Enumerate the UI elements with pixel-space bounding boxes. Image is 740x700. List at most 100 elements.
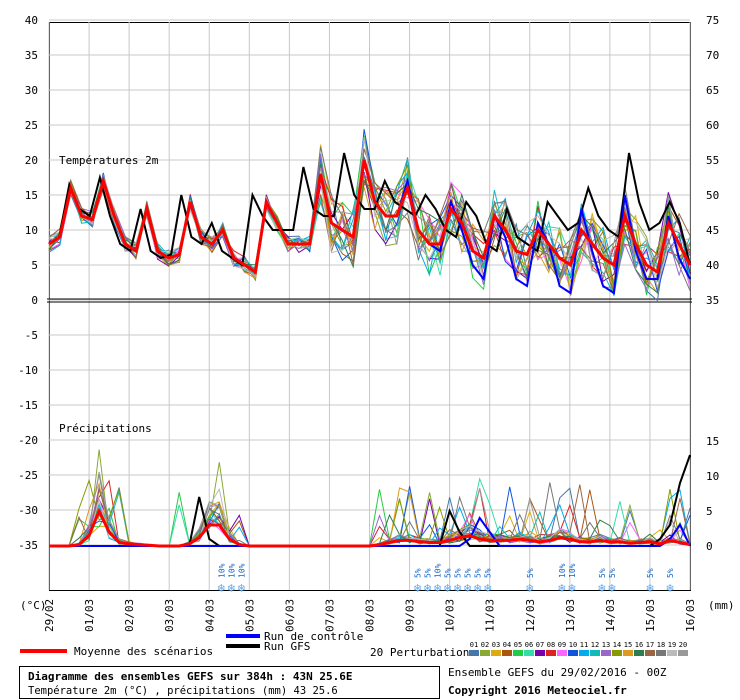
snowflake-icon: ❄ bbox=[567, 582, 576, 595]
perturbation-swatch bbox=[612, 650, 622, 656]
left-tick-label: -30 bbox=[18, 504, 38, 517]
left-tick-label: 0 bbox=[31, 294, 38, 307]
left-tick-label: 30 bbox=[25, 84, 38, 97]
temp-section-label: Températures 2m bbox=[59, 154, 159, 167]
snow-probability-label: 5% bbox=[464, 568, 473, 578]
snow-probability-label: 5% bbox=[666, 568, 675, 578]
snowflake-icon: ❄ bbox=[597, 582, 606, 595]
perturbation-swatch bbox=[645, 650, 655, 656]
left-tick-label: -25 bbox=[18, 469, 38, 482]
perturbation-swatch bbox=[469, 650, 479, 656]
right-tick-label: 50 bbox=[706, 189, 719, 202]
snow-probability-label: 5% bbox=[608, 568, 617, 578]
x-tick-label: 03/03 bbox=[163, 599, 176, 632]
perturbation-swatch bbox=[601, 650, 611, 656]
legend-perturbations-label: 20 Perturbations bbox=[370, 646, 476, 659]
perturbation-number: 06 bbox=[525, 641, 533, 649]
x-tick-label: 15/03 bbox=[644, 599, 657, 632]
left-axis-unit: (°C) bbox=[20, 599, 47, 612]
left-tick-label: -5 bbox=[25, 329, 38, 342]
snowflake-icon: ❄ bbox=[227, 582, 236, 595]
x-tick-label: 07/03 bbox=[323, 599, 336, 632]
right-tick-label: 35 bbox=[706, 294, 719, 307]
perturbation-swatch bbox=[656, 650, 666, 656]
snowflake-icon: ❄ bbox=[463, 582, 472, 595]
left-tick-label: 10 bbox=[25, 224, 38, 237]
left-tick-label: -10 bbox=[18, 364, 38, 377]
perturbation-swatch bbox=[524, 650, 534, 656]
x-tick-label: 04/03 bbox=[203, 599, 216, 632]
perturbation-number: 11 bbox=[580, 641, 588, 649]
left-axis-ticks: 40 35 30 25 20 15 10 5 0 -5 -10 -15 -20 -25 -30 -35 bbox=[18, 14, 38, 552]
left-tick-label: 25 bbox=[25, 119, 38, 132]
left-tick-label: 20 bbox=[25, 154, 38, 167]
snow-probability-label: 5% bbox=[646, 568, 655, 578]
perturbation-swatch bbox=[557, 650, 567, 656]
mean-precip-line bbox=[49, 507, 691, 548]
snowflake-icon: ❄ bbox=[413, 582, 422, 595]
left-tick-label: 35 bbox=[25, 49, 38, 62]
perturbation-swatch bbox=[502, 650, 512, 656]
perturbation-swatch bbox=[491, 650, 501, 656]
snow-probability-label: 10% bbox=[434, 563, 443, 578]
snow-probability-label: 10% bbox=[227, 563, 236, 578]
perturbation-number: 09 bbox=[558, 641, 566, 649]
grid bbox=[47, 19, 692, 591]
snow-probability-label: 10% bbox=[558, 563, 567, 578]
perturbation-number: 10 bbox=[569, 641, 577, 649]
right-tick-label: 15 bbox=[706, 435, 719, 448]
perturbation-swatch bbox=[678, 650, 688, 656]
snow-probability-label: 5% bbox=[444, 568, 453, 578]
perturbation-swatch bbox=[546, 650, 556, 656]
x-tick-label: 05/03 bbox=[243, 599, 256, 632]
perturbation-number: 20 bbox=[679, 641, 687, 649]
snowflake-icon: ❄ bbox=[607, 582, 616, 595]
legend-gfs-label: Run GFS bbox=[264, 640, 310, 653]
footer-run: Ensemble GEFS du 29/02/2016 - 00Z bbox=[448, 666, 667, 679]
snowflake-icon: ❄ bbox=[473, 582, 482, 595]
snowflake-icon: ❄ bbox=[423, 582, 432, 595]
perturbation-swatch bbox=[667, 650, 677, 656]
right-tick-label: 40 bbox=[706, 259, 719, 272]
snow-probability-label: 5% bbox=[526, 568, 535, 578]
perturbation-number: 05 bbox=[514, 641, 522, 649]
right-tick-label: 60 bbox=[706, 119, 719, 132]
snow-probability-label: 10% bbox=[568, 563, 577, 578]
right-tick-label: 55 bbox=[706, 154, 719, 167]
x-tick-label: 14/03 bbox=[604, 599, 617, 632]
perturbation-legend: 01 02 03 04 05 06 07 08 09 10 11 12 13 14 15 16 17 18 19 20 bbox=[469, 641, 688, 656]
left-tick-label: -15 bbox=[18, 399, 38, 412]
snowflake-icon: ❄ bbox=[453, 582, 462, 595]
perturbation-swatch bbox=[513, 650, 523, 656]
perturbation-swatch bbox=[480, 650, 490, 656]
perturbation-number: 01 bbox=[470, 641, 478, 649]
perturbation-number: 14 bbox=[613, 641, 621, 649]
left-tick-label: -35 bbox=[18, 539, 38, 552]
legend-mean-label: Moyenne des scénarios bbox=[74, 645, 213, 658]
right-tick-label: 65 bbox=[706, 84, 719, 97]
mean-temp-line bbox=[48, 159, 692, 275]
right-tick-label: 0 bbox=[706, 540, 713, 553]
perturbation-number: 04 bbox=[503, 641, 511, 649]
snowflake-icon: ❄ bbox=[217, 582, 226, 595]
perturbation-number: 12 bbox=[591, 641, 599, 649]
snow-probability-label: 5% bbox=[454, 568, 463, 578]
perturbation-swatch bbox=[579, 650, 589, 656]
snowflake-icon: ❄ bbox=[433, 582, 442, 595]
snow-probability-label: 5% bbox=[424, 568, 433, 578]
perturbation-number: 02 bbox=[481, 641, 489, 649]
right-tick-label: 5 bbox=[706, 505, 713, 518]
footer-copyright: Copyright 2016 Meteociel.fr bbox=[448, 684, 627, 697]
left-tick-label: 40 bbox=[25, 14, 38, 27]
snowflake-icon: ❄ bbox=[645, 582, 654, 595]
footer-subtitle: Température 2m (°C) , précipitations (mm… bbox=[28, 685, 338, 697]
perturbation-swatch bbox=[623, 650, 633, 656]
snowflake-icon: ❄ bbox=[665, 582, 674, 595]
x-tick-label: 10/03 bbox=[444, 599, 457, 632]
x-tick-label: 13/03 bbox=[564, 599, 577, 632]
x-tick-label: 08/03 bbox=[364, 599, 377, 632]
x-axis-ticks: 29/02 01/03 02/03 03/03 04/03 05/03 06/03 07/03… bbox=[43, 599, 697, 632]
right-tick-label: 45 bbox=[706, 224, 719, 237]
left-tick-label: -20 bbox=[18, 434, 38, 447]
